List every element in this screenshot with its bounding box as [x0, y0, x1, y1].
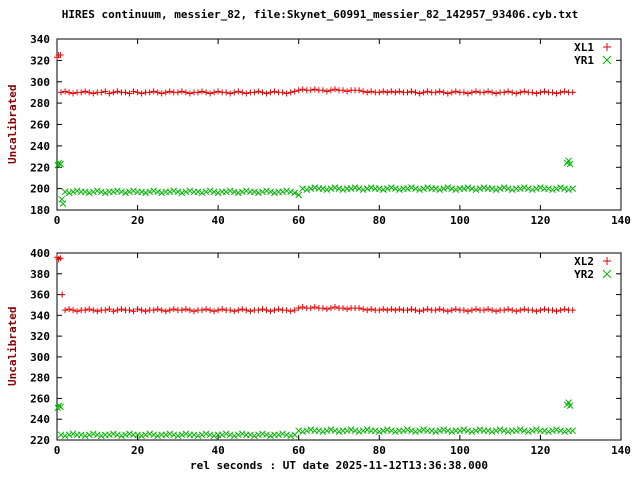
svg-text:80: 80	[373, 444, 386, 457]
svg-text:280: 280	[30, 97, 50, 110]
svg-text:120: 120	[530, 444, 550, 457]
svg-text:320: 320	[30, 54, 50, 67]
x-axis-label: rel seconds : UT date 2025-11-12T13:36:3…	[189, 459, 488, 472]
svg-text:XL2: XL2	[574, 255, 594, 268]
svg-text:0: 0	[54, 214, 61, 227]
svg-text:140: 140	[611, 444, 631, 457]
svg-text:100: 100	[450, 444, 470, 457]
svg-text:80: 80	[373, 214, 386, 227]
svg-text:360: 360	[30, 289, 50, 302]
svg-text:300: 300	[30, 351, 50, 364]
chart-title: HIRES continuum, messier_82, file:Skynet…	[61, 8, 579, 21]
svg-text:YR2: YR2	[574, 268, 594, 281]
svg-text:120: 120	[530, 214, 550, 227]
svg-text:60: 60	[292, 214, 305, 227]
svg-text:140: 140	[611, 214, 631, 227]
svg-text:300: 300	[30, 76, 50, 89]
svg-text:180: 180	[30, 204, 50, 217]
svg-text:260: 260	[30, 392, 50, 405]
svg-text:220: 220	[30, 434, 50, 447]
svg-text:340: 340	[30, 309, 50, 322]
svg-text:20: 20	[131, 214, 144, 227]
svg-text:60: 60	[292, 444, 305, 457]
svg-text:100: 100	[450, 214, 470, 227]
svg-text:YR1: YR1	[574, 54, 594, 67]
svg-text:20: 20	[131, 444, 144, 457]
svg-text:0: 0	[54, 444, 61, 457]
svg-text:40: 40	[211, 214, 224, 227]
svg-text:320: 320	[30, 330, 50, 343]
svg-text:40: 40	[211, 444, 224, 457]
svg-text:380: 380	[30, 268, 50, 281]
svg-text:340: 340	[30, 33, 50, 46]
svg-text:240: 240	[30, 140, 50, 153]
svg-text:220: 220	[30, 161, 50, 174]
svg-text:240: 240	[30, 413, 50, 426]
svg-text:260: 260	[30, 119, 50, 132]
svg-text:280: 280	[30, 372, 50, 385]
svg-text:400: 400	[30, 247, 50, 260]
svg-text:XL1: XL1	[574, 41, 594, 54]
svg-text:200: 200	[30, 183, 50, 196]
